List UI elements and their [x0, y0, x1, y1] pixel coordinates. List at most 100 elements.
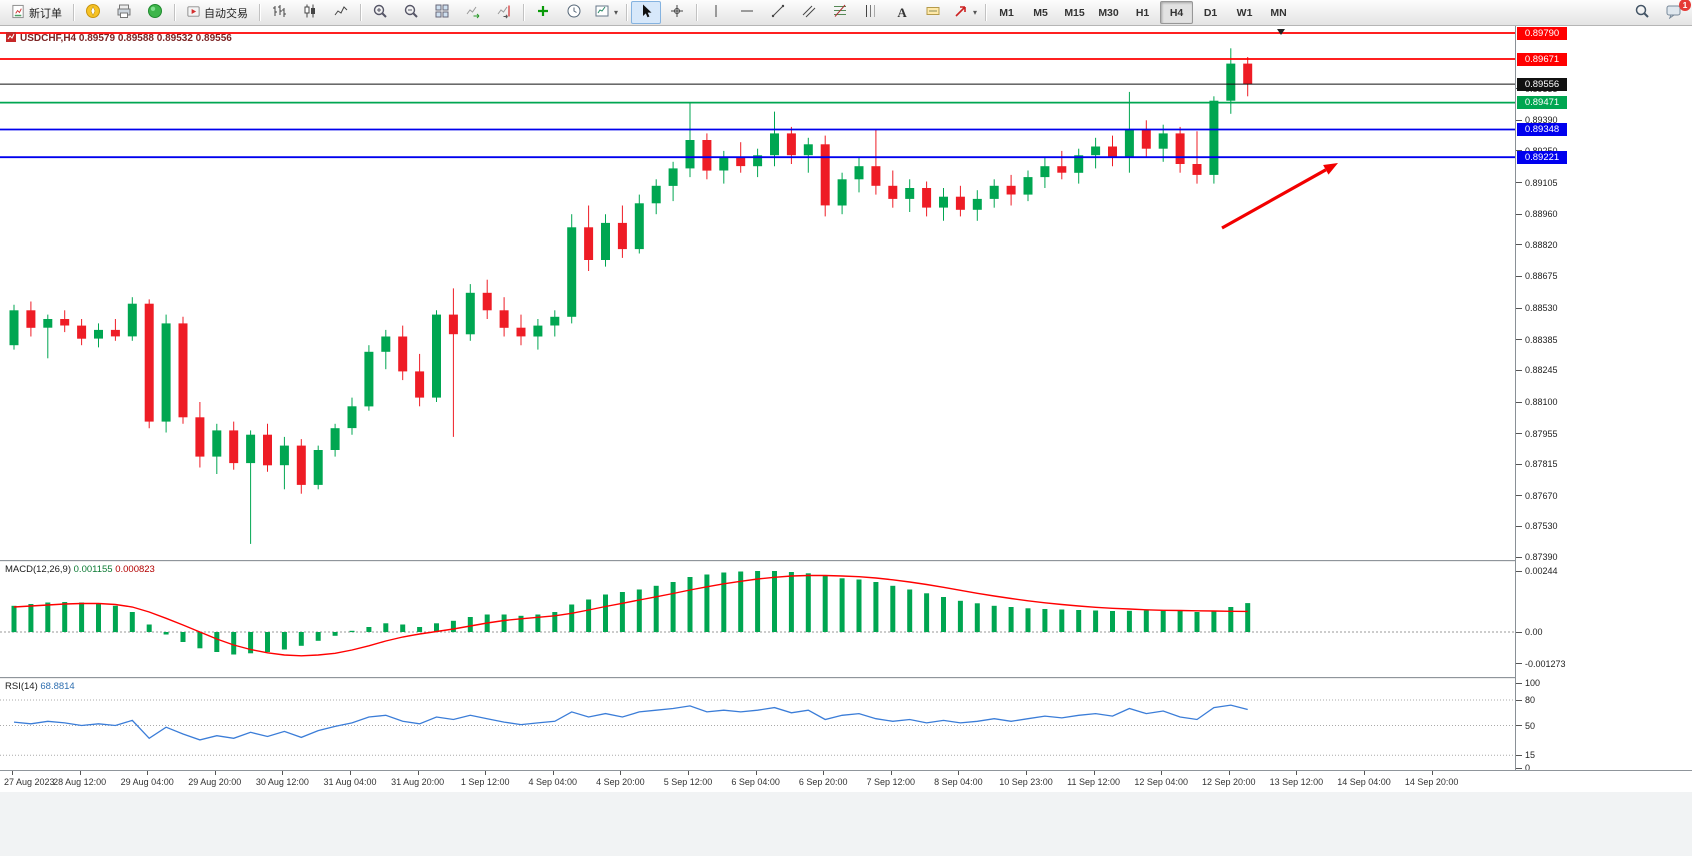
price-scale[interactable]: 0.895350.893900.892500.891050.889600.888…: [1515, 26, 1692, 773]
auto-scroll-button[interactable]: [458, 1, 488, 24]
macd-scale-tick-dash: [1516, 663, 1522, 665]
tile-windows-icon: [434, 3, 450, 22]
text-label-button[interactable]: [918, 1, 948, 24]
vertical-line-button[interactable]: [701, 1, 731, 24]
time-axis-tick: [1296, 771, 1298, 775]
time-axis-label: 4 Sep 20:00: [596, 777, 645, 787]
price-scale-tick: 0.87670: [1525, 490, 1558, 501]
price-scale-tick: 0.87530: [1525, 521, 1558, 532]
chart-shift-marker: [1277, 29, 1285, 35]
price-scale-tick-dash: [1516, 525, 1522, 527]
time-axis-label: 14 Sep 20:00: [1404, 777, 1459, 787]
chart-shift-button[interactable]: [489, 1, 519, 24]
main-toolbar: 新订单 自动交易 ▾ A: [0, 0, 1692, 26]
candlestick-chart-button[interactable]: [295, 1, 325, 24]
tile-windows-button[interactable]: [427, 1, 457, 24]
line-chart-icon: [333, 3, 349, 22]
zoom-out-button[interactable]: [396, 1, 426, 24]
rsi-value: 68.8814: [40, 681, 75, 692]
crosshair-button[interactable]: [662, 1, 692, 24]
price-scale-tick: 0.88820: [1525, 239, 1558, 250]
time-axis-tick: [350, 771, 351, 775]
timeframe-button-mn[interactable]: MN: [1270, 6, 1287, 19]
time-axis-label: 13 Sep 12:00: [1269, 777, 1324, 787]
chart-window: USDCHF,H4 0.89579 0.89588 0.89532 0.8955…: [0, 26, 1692, 856]
time-axis-label: 10 Sep 23:00: [999, 777, 1053, 787]
ohlc-text: USDCHF,H4 0.89579 0.89588 0.89532 0.8955…: [20, 33, 232, 44]
print-button[interactable]: [109, 1, 139, 24]
rsi-name: RSI(14): [5, 681, 38, 692]
timeframe-button-m1[interactable]: M1: [999, 6, 1014, 19]
horizontal-line-button[interactable]: [732, 1, 762, 24]
time-axis-tick: [890, 771, 892, 775]
equidistant-channel-button[interactable]: [794, 1, 824, 24]
pane-separator[interactable]: [0, 560, 1692, 562]
timeframe-button-w1[interactable]: W1: [1236, 6, 1253, 19]
price-scale-tick: 0.88100: [1525, 397, 1558, 407]
price-scale-tick-dash: [1516, 307, 1522, 309]
arrows-tool-icon: [953, 3, 969, 22]
zoom-in-icon: [372, 3, 388, 22]
timeframe-button-m15[interactable]: M15: [1064, 6, 1085, 19]
text-icon: A: [897, 4, 907, 20]
zoom-in-button[interactable]: [365, 1, 395, 24]
time-axis-tick: [417, 771, 419, 775]
time-axis-tick: [823, 771, 825, 775]
time-axis-label: 27 Aug 2023: [4, 777, 55, 787]
text-button[interactable]: A: [887, 1, 917, 24]
new-order-icon: [11, 4, 26, 22]
macd-name: MACD(12,26,9): [5, 564, 71, 575]
price-level-label: 0.89221: [1517, 150, 1567, 164]
trendline-button[interactable]: [763, 1, 793, 24]
price-level-label: 0.89471: [1517, 96, 1567, 110]
price-scale-tick-dash: [1516, 182, 1522, 184]
fibonacci-icon: [832, 3, 848, 22]
time-axis-label: 12 Sep 20:00: [1202, 777, 1256, 787]
price-scale-tick: 0.87955: [1525, 428, 1558, 439]
cursor-button[interactable]: [631, 1, 662, 24]
autotrade-button[interactable]: 自动交易: [179, 1, 255, 24]
periods-button[interactable]: [559, 1, 589, 24]
time-axis[interactable]: 27 Aug 2023 28 Aug 12:00 29 Aug 04:00 29 Au…: [0, 770, 1692, 792]
text-label-icon: [925, 3, 941, 22]
arrows-tool-button[interactable]: ▾: [949, 1, 981, 24]
trendline-icon: [770, 3, 786, 22]
templates-button[interactable]: ▾: [590, 1, 622, 24]
fibonacci-button[interactable]: [825, 1, 855, 24]
chart-symbol-icon: [6, 32, 16, 45]
time-axis-label: 6 Sep 20:00: [798, 777, 848, 787]
vertical-line-icon: [708, 3, 724, 22]
new-order-button[interactable]: 新订单: [4, 1, 69, 24]
rsi-indicator-plot[interactable]: [0, 679, 1515, 770]
timeframe-button-m5[interactable]: M5: [1033, 6, 1048, 19]
add-indicator-button[interactable]: [528, 1, 558, 24]
mql-wizard-button[interactable]: [78, 1, 108, 24]
line-chart-button[interactable]: [326, 1, 356, 24]
timeframe-button-h1[interactable]: H1: [1135, 6, 1150, 19]
time-axis-label: 31 Aug 20:00: [391, 777, 445, 787]
timeframe-button-d1[interactable]: D1: [1203, 6, 1218, 19]
time-axis-label: 8 Sep 04:00: [934, 777, 983, 787]
time-axis-label: 6 Sep 04:00: [731, 777, 780, 787]
price-scale-tick: 0.87390: [1525, 552, 1558, 562]
time-axis-tick: [620, 771, 622, 775]
time-axis-tick: [755, 771, 757, 775]
price-chart-plot[interactable]: [0, 26, 1515, 560]
cycle-lines-button[interactable]: [856, 1, 886, 24]
community-button[interactable]: [140, 1, 170, 24]
rsi-scale-tick: 15: [1525, 750, 1536, 761]
pane-separator[interactable]: [0, 677, 1692, 679]
time-axis-tick: [79, 771, 81, 775]
notifications-button[interactable]: 1: [1658, 0, 1691, 24]
timeframe-button-h4[interactable]: H4: [1160, 1, 1194, 24]
timeframe-button-m30[interactable]: M30: [1098, 6, 1119, 19]
timeframe-toolbar: M1 M5 M15 M30 H1 H4 D1 W1 MN: [990, 1, 1295, 24]
bar-chart-button[interactable]: [264, 1, 294, 24]
time-axis-label: 7 Sep 12:00: [866, 777, 916, 787]
bar-chart-icon: [271, 3, 287, 22]
time-axis-tick: [552, 771, 554, 775]
toolbar-separator: [73, 4, 74, 21]
macd-indicator-plot[interactable]: [0, 562, 1515, 677]
search-button[interactable]: [1627, 1, 1657, 24]
